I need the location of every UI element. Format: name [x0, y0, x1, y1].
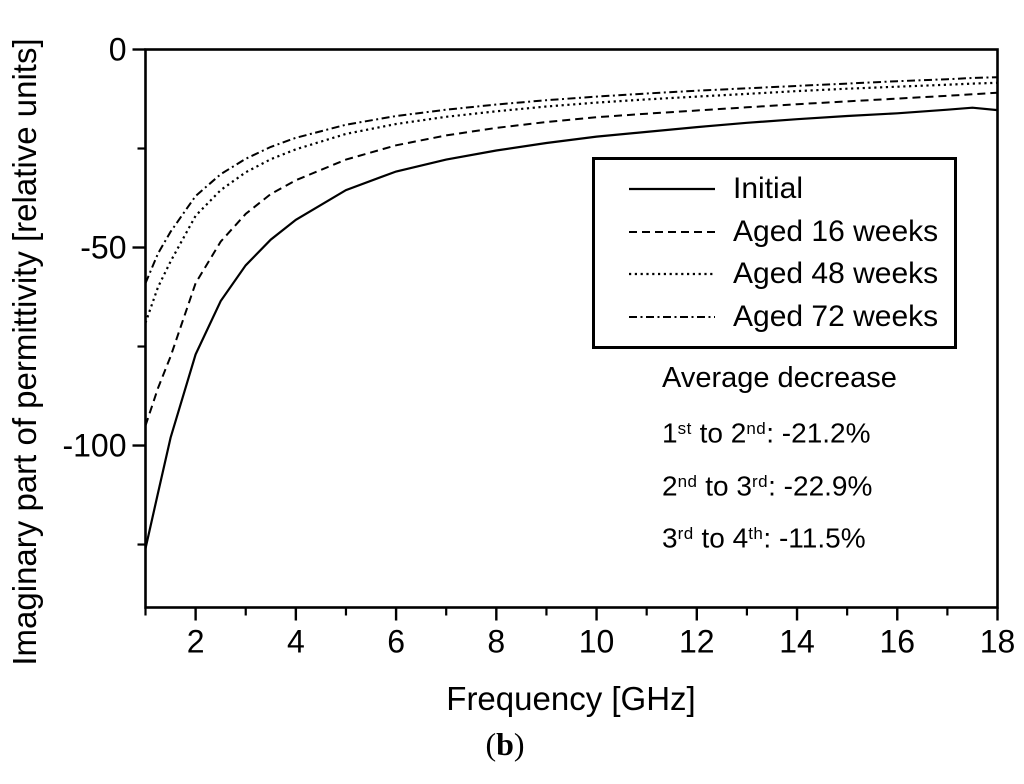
legend-label: Aged 48 weeks — [733, 257, 939, 291]
ordinal: 4 — [732, 522, 749, 554]
ordinal: 3 — [662, 522, 678, 554]
y-axis-title: Imaginary part of permittivity [relative… — [6, 38, 43, 666]
annotation-row: 2nd to 3rd: -22.9% — [662, 465, 897, 504]
ordinal-suffix: rd — [752, 471, 769, 491]
ordinal: 2 — [662, 470, 678, 501]
ordinal-suffix: st — [677, 419, 692, 438]
to-word: to — [693, 522, 733, 554]
ordinal-suffix: nd — [677, 471, 698, 491]
x-tick-label: 6 — [387, 624, 405, 660]
percent-value: : -22.9% — [768, 470, 873, 501]
plot-frame — [144, 48, 999, 609]
percent-value: : -11.5% — [763, 522, 866, 554]
to-word: to — [697, 470, 737, 501]
legend-item-aged-72: Aged 72 weeks — [627, 300, 950, 334]
series-curve-dashed — [144, 91, 998, 427]
x-tick-label: 12 — [679, 624, 715, 660]
x-axis-title: Frequency [GHz] — [446, 680, 696, 717]
x-tick-label: 18 — [980, 624, 1016, 660]
series-curve-dash-dot — [144, 76, 998, 284]
y-tick-label: 0 — [109, 32, 127, 68]
solid-line-icon — [629, 188, 715, 191]
legend-item-aged-48: Aged 48 weeks — [627, 257, 950, 291]
ordinal-suffix: th — [748, 524, 764, 543]
series-curve-solid — [144, 106, 998, 549]
to-word: to — [691, 417, 731, 449]
legend-box: Initial Aged 16 weeks Aged 48 weeks Aged… — [592, 157, 957, 349]
annotation-row: 3rd to 4th: -11.5% — [662, 517, 897, 556]
annotation-block: Average decrease 1st to 2nd: -21.2% 2nd … — [662, 362, 897, 570]
legend-label: Initial — [733, 172, 804, 206]
annotation-row: 1st to 2nd: -21.2% — [662, 412, 897, 451]
series-curve-dotted — [144, 81, 998, 324]
x-tick-label: 14 — [779, 624, 815, 660]
caption-paren: ) — [513, 726, 525, 762]
x-tick-label: 4 — [287, 624, 305, 660]
annotation-title: Average decrease — [662, 362, 897, 394]
y-tick-label: -100 — [62, 428, 126, 464]
legend-item-aged-16: Aged 16 weeks — [627, 215, 950, 249]
caption-letter: b — [496, 726, 514, 762]
ordinal-suffix: nd — [746, 419, 767, 438]
x-tick-label: 16 — [879, 624, 915, 660]
ordinal: 3 — [736, 470, 752, 501]
x-tick-label: 8 — [487, 624, 505, 660]
panel-caption: (b) — [405, 726, 605, 763]
percent-value: : -21.2% — [766, 417, 871, 449]
x-tick-label: 2 — [187, 624, 205, 660]
legend-label: Aged 72 weeks — [733, 299, 939, 333]
dotted-line-icon — [629, 273, 715, 276]
legend-label: Aged 16 weeks — [733, 214, 939, 248]
legend-item-initial: Initial — [627, 172, 950, 206]
dashed-line-icon — [629, 230, 715, 233]
ordinal: 2 — [730, 417, 747, 449]
caption-paren: ( — [485, 726, 497, 762]
x-tick-label: 10 — [579, 624, 615, 660]
dash-dot-line-icon — [629, 315, 715, 318]
ordinal-suffix: rd — [677, 524, 694, 543]
y-tick-label: -50 — [80, 230, 126, 266]
ordinal: 1 — [662, 417, 678, 449]
